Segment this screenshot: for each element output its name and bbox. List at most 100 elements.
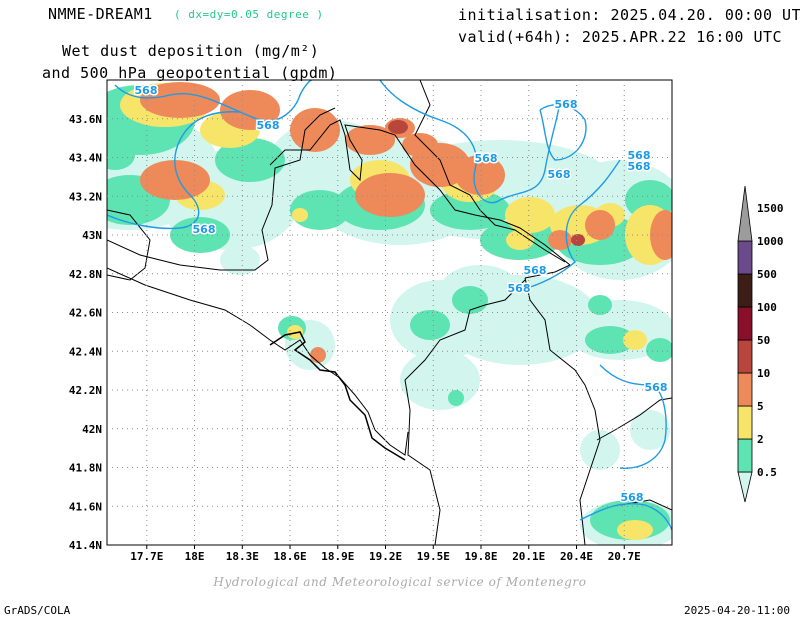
deposition-area xyxy=(107,140,135,170)
initialisation-time: initialisation: 2025.04.20. 00:00 UTC xyxy=(458,6,800,24)
x-tick-label: 18.6E xyxy=(273,550,306,563)
deposition-area xyxy=(623,330,647,350)
colorbar-label: 2 xyxy=(757,433,764,446)
colorbar-segment xyxy=(737,185,753,242)
y-tick-label: 42.8N xyxy=(69,268,102,281)
colorbar-label: 0.5 xyxy=(757,466,777,479)
colorbar-segment xyxy=(737,471,753,503)
deposition-area xyxy=(571,234,585,246)
x-tick-label: 19.5E xyxy=(417,550,450,563)
valid-time: valid(+64h): 2025.APR.22 16:00 UTC xyxy=(458,28,783,46)
deposition-area xyxy=(617,520,653,540)
deposition-area xyxy=(630,410,670,450)
deposition-area xyxy=(400,350,480,410)
contour-label: 568 xyxy=(628,149,651,162)
colorbar-label: 10 xyxy=(757,367,770,380)
contour-label: 568 xyxy=(257,119,280,132)
coastline-inner xyxy=(269,331,406,461)
deposition-area xyxy=(388,120,408,134)
geopotential-contour xyxy=(519,159,621,291)
field-title-line2: and 500 hPa geopotential (gpdm) xyxy=(42,64,338,82)
footer-software: GrADS/COLA xyxy=(4,604,71,617)
x-tick-label: 18.9E xyxy=(321,550,354,563)
colorbar-label: 500 xyxy=(757,268,777,281)
colorbar-label: 1500 xyxy=(757,202,784,215)
x-tick-label: 18E xyxy=(185,550,205,563)
deposition-area xyxy=(580,430,620,470)
contour-label: 568 xyxy=(135,84,158,97)
y-tick-label: 42N xyxy=(82,423,102,436)
colorbar-segment xyxy=(737,273,753,308)
footer-timestamp: 2025-04-20-11:00 xyxy=(684,604,790,617)
y-tick-label: 42.6N xyxy=(69,307,102,320)
deposition-area xyxy=(355,173,425,217)
colorbar-label: 1000 xyxy=(757,235,784,248)
deposition-area xyxy=(287,325,303,339)
contour-label: 568 xyxy=(193,223,216,236)
contour-label: 568 xyxy=(621,491,644,504)
coastline xyxy=(107,267,409,456)
deposition-area xyxy=(548,230,572,250)
contour-label: 568 xyxy=(628,160,651,173)
y-tick-label: 43.2N xyxy=(69,190,102,203)
y-tick-label: 41.4N xyxy=(69,539,102,552)
colorbar-segment xyxy=(737,438,753,473)
colorbar-label: 100 xyxy=(757,301,777,314)
resolution-note: ( dx=dy=0.05 degree ) xyxy=(174,8,324,21)
y-tick-label: 43N xyxy=(82,229,102,242)
y-tick-label: 41.8N xyxy=(69,462,102,475)
colorbar-segment xyxy=(737,372,753,407)
deposition-area xyxy=(140,82,220,118)
x-tick-label: 17.7E xyxy=(130,550,163,563)
contour-label: 568 xyxy=(524,264,547,277)
geopotential-contour xyxy=(379,80,561,204)
deposition-area xyxy=(505,197,555,233)
deposition-area xyxy=(402,133,438,157)
deposition-area xyxy=(646,338,672,362)
deposition-area xyxy=(448,390,464,406)
x-tick-label: 19.2E xyxy=(369,550,402,563)
deposition-area xyxy=(345,125,395,155)
deposition-area xyxy=(140,160,210,200)
deposition-area xyxy=(220,245,260,275)
contour-label: 568 xyxy=(475,152,498,165)
deposition-area xyxy=(170,217,230,253)
y-tick-label: 42.2N xyxy=(69,384,102,397)
colorbar-segment xyxy=(737,405,753,440)
boundary-west xyxy=(107,209,151,281)
deposition-area xyxy=(650,210,672,260)
boundary-coast-land xyxy=(107,107,336,271)
contour-label: 568 xyxy=(555,98,578,111)
geopotential-contour xyxy=(114,80,313,122)
x-tick-label: 20.7E xyxy=(608,550,641,563)
x-tick-label: 20.1E xyxy=(512,550,545,563)
colorbar-label: 5 xyxy=(757,400,764,413)
deposition-area xyxy=(410,310,450,340)
x-tick-label: 19.8E xyxy=(464,550,497,563)
deposition-area xyxy=(585,326,635,354)
contour-label: 568 xyxy=(508,282,531,295)
colorbar-segment xyxy=(737,306,753,341)
deposition-area xyxy=(310,347,326,363)
credit-line: Hydrological and Meteorological service … xyxy=(213,575,587,589)
x-tick-label: 20.4E xyxy=(560,550,593,563)
y-tick-label: 42.4N xyxy=(69,345,102,358)
deposition-area xyxy=(215,138,285,182)
colorbar-label: 50 xyxy=(757,334,770,347)
y-tick-label: 43.4N xyxy=(69,152,102,165)
geopotential-contour xyxy=(579,503,672,531)
field-title-line1: Wet dust deposition (mg/m²) xyxy=(62,42,320,60)
deposition-area xyxy=(455,155,505,195)
y-tick-label: 43.6N xyxy=(69,113,102,126)
boundary-east xyxy=(524,277,601,545)
contour-label: 568 xyxy=(645,381,668,394)
boundary-south-east xyxy=(404,279,526,545)
boundary-north xyxy=(269,119,571,279)
deposition-area xyxy=(292,208,308,222)
boundary-se-margin xyxy=(596,397,672,441)
y-tick-label: 41.6N xyxy=(69,500,102,513)
deposition-area xyxy=(290,108,340,152)
colorbar-segment xyxy=(737,339,753,374)
colorbar-segment xyxy=(737,240,753,275)
